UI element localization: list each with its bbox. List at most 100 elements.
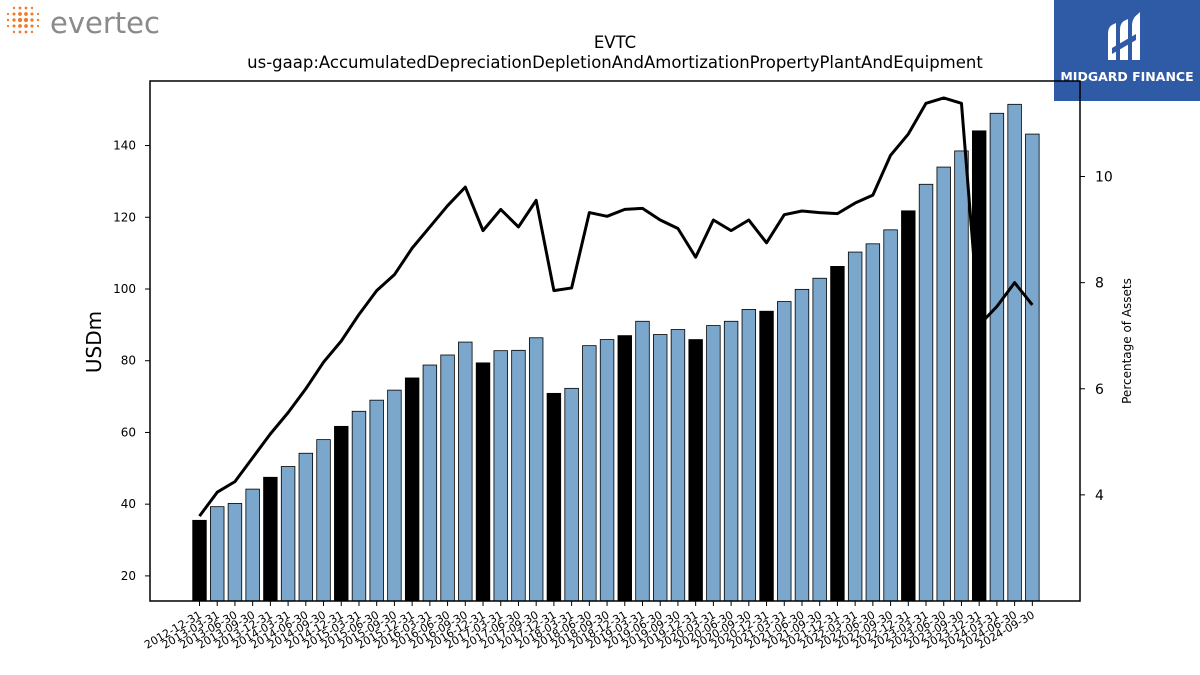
bar <box>369 399 384 602</box>
bar <box>210 506 225 602</box>
bar <box>865 243 881 602</box>
bar <box>777 301 792 602</box>
y2-tick-label: 8 <box>1095 276 1104 292</box>
chart-subtitle: us-gaap:AccumulatedDepreciationDepletion… <box>247 53 983 72</box>
y-tick-label: 80 <box>121 354 136 368</box>
logo-dot <box>30 18 34 22</box>
logo-dot <box>24 6 28 10</box>
logo-dot <box>6 12 10 16</box>
bar <box>1025 133 1040 602</box>
bar <box>635 320 650 602</box>
bar <box>830 266 845 602</box>
midgard-logo-text: MIDGARD FINANCE <box>1060 69 1193 84</box>
bar <box>440 354 455 602</box>
percentage-line <box>198 96 1034 517</box>
line-series <box>198 96 1034 517</box>
logo-dot <box>12 30 16 34</box>
logo-dot <box>12 6 16 10</box>
bar <box>989 112 1005 602</box>
y2-tick-label: 6 <box>1095 382 1104 398</box>
midgard-logo-mark: MIDGARD FINANCE <box>1060 12 1194 84</box>
logo-dot <box>36 12 40 16</box>
bar <box>723 320 739 602</box>
logo-dot <box>17 17 23 23</box>
logo-dot <box>36 18 40 22</box>
midgard-finance-logo: MIDGARD FINANCE <box>1054 0 1200 101</box>
axes: 20406080100120140468102012-12-312013-03-… <box>113 80 1113 652</box>
logo-dot <box>18 24 22 28</box>
bar <box>475 362 491 602</box>
bar <box>901 210 916 602</box>
bar <box>936 166 951 602</box>
logo-dot <box>30 24 34 28</box>
evertec-logo: evertec <box>4 4 194 44</box>
bar <box>458 341 473 602</box>
logo-dot <box>24 12 28 16</box>
bar <box>546 392 562 602</box>
bar <box>883 229 898 602</box>
bar-series <box>192 103 1040 602</box>
logo-dot <box>12 24 16 28</box>
bar <box>493 350 508 602</box>
bar <box>528 337 544 602</box>
bar <box>706 325 721 602</box>
chart-title: EVTC <box>594 33 636 52</box>
bar <box>351 410 367 602</box>
bar <box>511 349 526 602</box>
bar <box>422 364 438 602</box>
y-tick-label: 40 <box>121 497 136 511</box>
bar <box>316 439 331 602</box>
bar <box>245 488 260 602</box>
logo-dot <box>18 6 22 10</box>
bar <box>582 345 597 602</box>
y2-tick-label: 10 <box>1095 170 1113 186</box>
bar <box>387 389 402 602</box>
y-tick-label: 120 <box>113 210 136 224</box>
bar <box>564 387 579 602</box>
logo-dot <box>24 30 28 34</box>
y-tick-label: 20 <box>121 569 136 583</box>
bar <box>670 329 686 602</box>
logo-dot <box>23 17 29 23</box>
bar <box>954 150 969 602</box>
logo-dot <box>12 12 16 16</box>
logo-dot <box>36 24 40 28</box>
bar <box>298 452 314 602</box>
plot-frame <box>149 80 1081 602</box>
bar <box>334 425 349 602</box>
bar <box>741 309 757 602</box>
y-tick-label: 140 <box>113 139 136 153</box>
bar <box>404 377 420 602</box>
logo-dot <box>12 18 16 22</box>
bar <box>227 503 243 602</box>
bar <box>192 519 207 602</box>
bar <box>653 334 668 602</box>
y-axis-label: USDm <box>82 311 106 373</box>
y-tick-label: 60 <box>121 425 136 439</box>
midgard-m-icon <box>1108 12 1140 60</box>
bar <box>812 277 827 602</box>
bar <box>794 288 810 602</box>
logo-dot <box>6 18 10 22</box>
logo-dot <box>30 6 34 10</box>
evertec-logo-text: evertec <box>50 6 160 40</box>
bar <box>263 476 278 602</box>
evertec-dots-icon <box>6 6 40 34</box>
bar <box>918 183 934 602</box>
evertec-logo-mark: evertec <box>6 6 160 40</box>
logo-dot <box>18 30 22 34</box>
bar <box>759 310 774 602</box>
y-tick-label: 100 <box>113 282 136 296</box>
logo-dot <box>24 24 28 28</box>
logo-dot <box>6 24 10 28</box>
logo-dot <box>18 12 22 16</box>
bar <box>847 251 863 602</box>
bar <box>971 130 987 602</box>
bar <box>1007 103 1022 602</box>
bar <box>688 339 703 602</box>
logo-dot <box>30 30 34 34</box>
bar <box>617 335 632 602</box>
logo-dot <box>30 12 34 16</box>
bar <box>280 466 296 602</box>
